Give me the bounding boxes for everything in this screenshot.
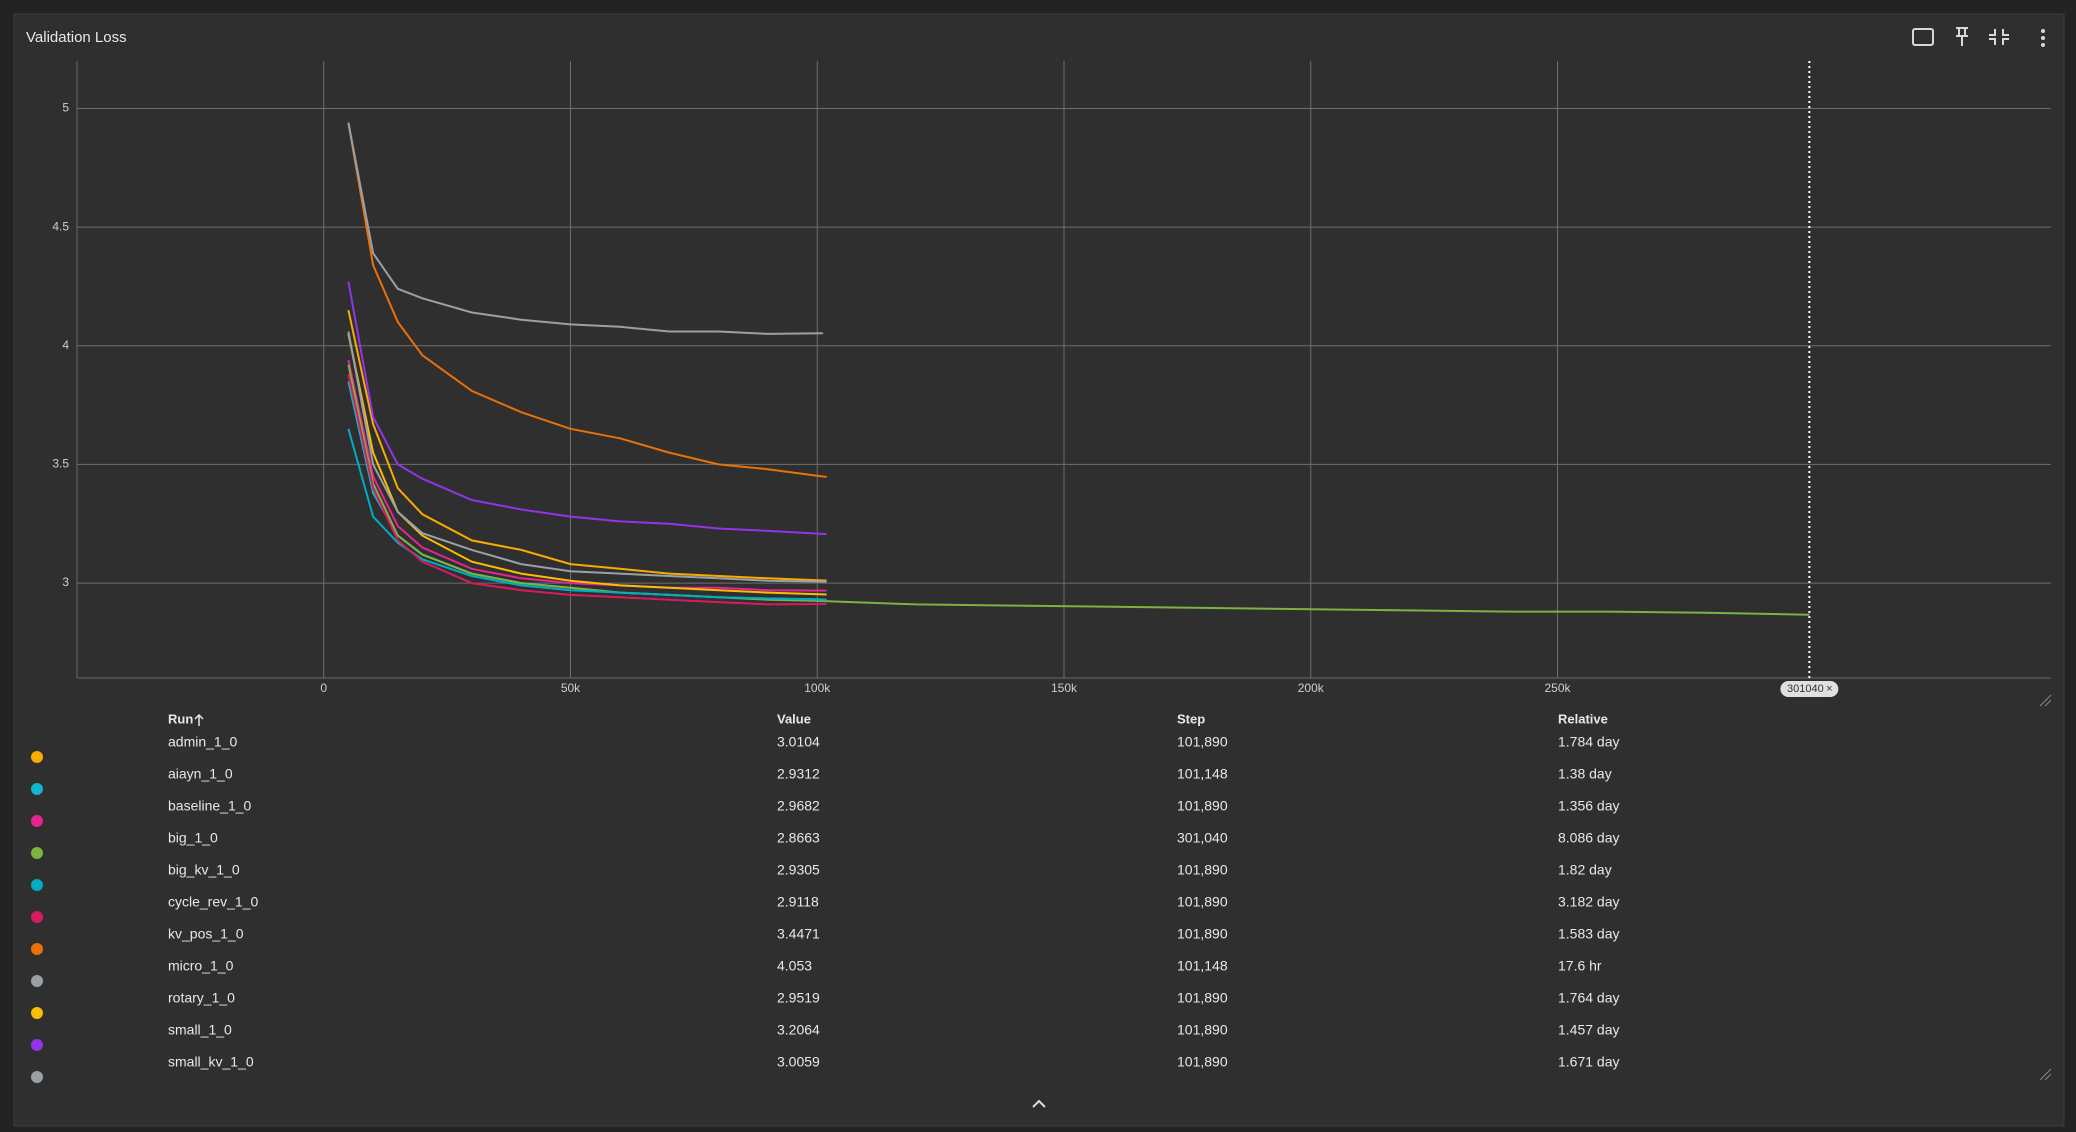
series-line xyxy=(347,122,823,335)
series-line xyxy=(347,373,827,606)
run-step: 101,890 xyxy=(1177,990,1228,1006)
run-relative: 8.086 day xyxy=(1558,830,1620,846)
run-step: 101,148 xyxy=(1177,958,1228,974)
run-name: small_1_0 xyxy=(168,1022,232,1038)
series-line xyxy=(347,359,827,592)
table-header: Step xyxy=(1177,711,1205,726)
run-name: rotary_1_0 xyxy=(168,990,235,1006)
run-color-dot[interactable] xyxy=(31,879,43,891)
run-relative: 3.182 day xyxy=(1558,894,1620,910)
run-color-dot[interactable] xyxy=(31,943,43,955)
run-step: 101,890 xyxy=(1177,798,1228,814)
run-name: cycle_rev_1_0 xyxy=(168,894,258,910)
run-value: 2.9519 xyxy=(777,990,820,1006)
run-color-dot[interactable] xyxy=(31,1039,43,1051)
fit-domain-button[interactable] xyxy=(1912,28,1934,46)
run-relative: 1.457 day xyxy=(1558,1022,1620,1038)
x-tick-label: 250k xyxy=(1544,681,1571,695)
run-value: 2.9312 xyxy=(777,766,820,782)
pin-button[interactable] xyxy=(1956,27,1968,46)
resize-handle[interactable] xyxy=(2039,1068,2052,1081)
expand-toggle[interactable] xyxy=(1032,1099,1046,1108)
run-value: 2.8663 xyxy=(777,830,820,846)
series-line xyxy=(347,428,827,601)
x-tick-label: 100k xyxy=(804,681,831,695)
x-tick-label: 150k xyxy=(1051,681,1078,695)
run-relative: 17.6 hr xyxy=(1558,958,1602,974)
sort-arrow xyxy=(194,713,204,726)
run-relative: 1.784 day xyxy=(1558,734,1620,750)
menu-button[interactable] xyxy=(2041,29,2045,47)
run-step: 101,890 xyxy=(1177,926,1228,942)
table-header: Value xyxy=(777,711,811,726)
run-color-dot[interactable] xyxy=(31,1071,43,1083)
run-value: 3.4471 xyxy=(777,926,820,942)
run-name: small_kv_1_0 xyxy=(168,1054,254,1070)
run-name: kv_pos_1_0 xyxy=(168,926,244,942)
cursor-pill xyxy=(1780,681,1839,697)
run-name: admin_1_0 xyxy=(168,734,237,750)
table-header: Relative xyxy=(1558,711,1608,726)
run-step: 301,040 xyxy=(1177,830,1228,846)
cursor-label: 301040 xyxy=(1787,683,1824,695)
y-tick-label: 4 xyxy=(62,338,69,352)
run-value: 4.053 xyxy=(777,958,812,974)
run-step: 101,890 xyxy=(1177,1054,1228,1070)
y-tick-label: 4.5 xyxy=(52,219,69,233)
run-relative: 1.671 day xyxy=(1558,1054,1620,1070)
run-color-dot[interactable] xyxy=(31,783,43,795)
run-relative: 1.583 day xyxy=(1558,926,1620,942)
card-background xyxy=(13,13,2065,1127)
run-color-dot[interactable] xyxy=(31,911,43,923)
toolbar xyxy=(1912,27,2045,47)
run-step: 101,890 xyxy=(1177,862,1228,878)
y-tick-label: 3 xyxy=(62,575,69,589)
resize-handle[interactable] xyxy=(2039,694,2052,707)
series-line xyxy=(347,309,827,582)
y-tick-label: 3.5 xyxy=(52,457,69,471)
run-relative: 1.38 day xyxy=(1558,766,1612,782)
run-name: baseline_1_0 xyxy=(168,798,252,814)
run-value: 3.0059 xyxy=(777,1054,820,1070)
table-header: Run xyxy=(168,711,193,726)
series-line xyxy=(347,331,827,583)
run-color-dot[interactable] xyxy=(31,815,43,827)
run-value: 2.9305 xyxy=(777,862,820,878)
run-color-dot[interactable] xyxy=(31,847,43,859)
x-tick-label: 0 xyxy=(320,681,327,695)
run-color-dot[interactable] xyxy=(31,975,43,987)
series-line xyxy=(347,364,1810,616)
run-name: big_1_0 xyxy=(168,830,218,846)
run-value: 2.9682 xyxy=(777,798,820,814)
run-value: 2.9118 xyxy=(777,894,819,910)
run-step: 101,148 xyxy=(1177,766,1228,782)
card-title: Validation Loss xyxy=(26,29,127,46)
run-value: 3.2064 xyxy=(777,1022,820,1038)
run-relative: 1.82 day xyxy=(1558,862,1612,878)
run-color-dot[interactable] xyxy=(31,751,43,763)
run-step: 101,890 xyxy=(1177,734,1228,750)
run-step: 101,890 xyxy=(1177,1022,1228,1038)
run-name: micro_1_0 xyxy=(168,958,234,974)
collapse-button[interactable] xyxy=(1989,29,2009,45)
cursor-close[interactable]: × xyxy=(1826,683,1832,695)
run-name: big_kv_1_0 xyxy=(168,862,240,878)
run-relative: 1.356 day xyxy=(1558,798,1620,814)
run-relative: 1.764 day xyxy=(1558,990,1620,1006)
x-tick-label: 200k xyxy=(1298,681,1325,695)
x-tick-label: 50k xyxy=(561,681,581,695)
series-line xyxy=(347,281,827,536)
run-name: aiayn_1_0 xyxy=(168,766,233,782)
run-value: 3.0104 xyxy=(777,734,820,750)
run-color-dot[interactable] xyxy=(31,1007,43,1019)
series-line xyxy=(347,122,827,478)
run-step: 101,890 xyxy=(1177,894,1228,910)
y-tick-label: 5 xyxy=(62,101,69,115)
